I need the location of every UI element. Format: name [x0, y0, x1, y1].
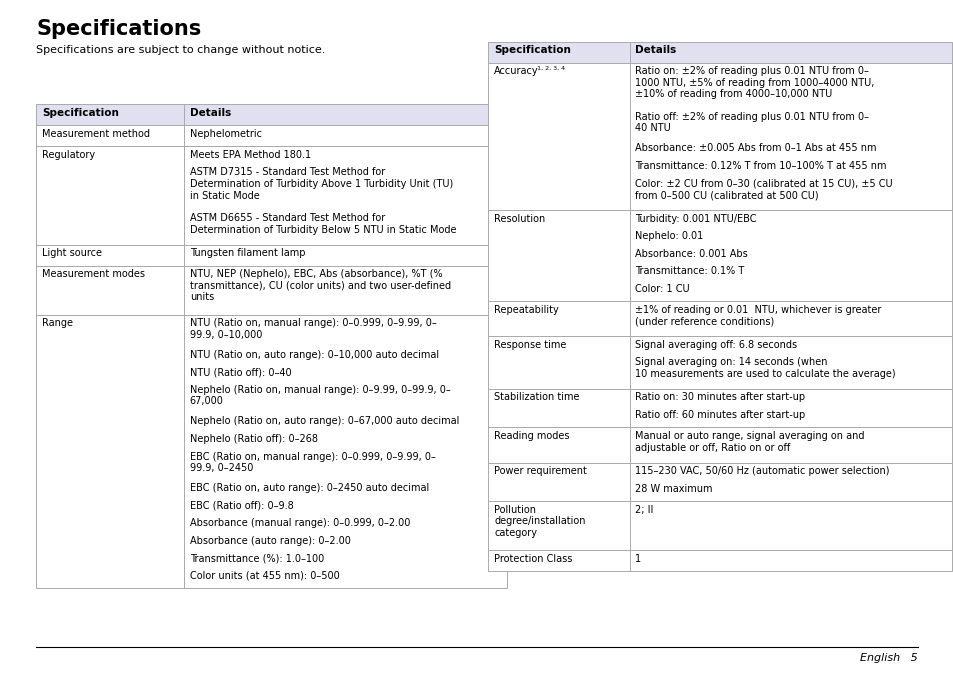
Text: 115–230 VAC, 50/60 Hz (automatic power selection): 115–230 VAC, 50/60 Hz (automatic power s…: [635, 466, 889, 476]
Text: Light source: Light source: [42, 248, 102, 258]
Text: Protection Class: Protection Class: [494, 554, 572, 564]
Text: Absorbance: 0.001 Abs: Absorbance: 0.001 Abs: [635, 248, 747, 258]
FancyBboxPatch shape: [36, 104, 506, 125]
Text: English   5: English 5: [859, 653, 917, 663]
Text: Nephelo (Ratio on, manual range): 0–9.99, 0–99.9, 0–
67,000: Nephelo (Ratio on, manual range): 0–9.99…: [190, 385, 450, 406]
Text: Regulatory: Regulatory: [42, 150, 95, 160]
Text: ASTM D7315 - Standard Test Method for
Determination of Turbidity Above 1 Turbidi: ASTM D7315 - Standard Test Method for De…: [190, 168, 453, 201]
FancyBboxPatch shape: [488, 501, 951, 551]
Text: Specification: Specification: [494, 45, 570, 55]
Text: Color: 1 CU: Color: 1 CU: [635, 284, 689, 293]
Text: 1: 1: [635, 554, 640, 564]
FancyBboxPatch shape: [36, 244, 506, 266]
Text: Specifications: Specifications: [36, 19, 201, 39]
Text: EBC (Ratio on, manual range): 0–0.999, 0–9.99, 0–
99.9, 0–2450: EBC (Ratio on, manual range): 0–0.999, 0…: [190, 452, 436, 473]
Text: Accuracy: Accuracy: [494, 66, 538, 76]
FancyBboxPatch shape: [36, 315, 506, 588]
Text: Absorbance (manual range): 0–0.999, 0–2.00: Absorbance (manual range): 0–0.999, 0–2.…: [190, 518, 410, 528]
Text: Ratio on: 30 minutes after start-up: Ratio on: 30 minutes after start-up: [635, 392, 804, 402]
Text: 28 W maximum: 28 W maximum: [635, 484, 712, 493]
FancyBboxPatch shape: [488, 336, 951, 389]
Text: Reading modes: Reading modes: [494, 431, 569, 441]
Text: Details: Details: [635, 45, 676, 55]
Text: NTU (Ratio off): 0–40: NTU (Ratio off): 0–40: [190, 367, 291, 378]
Text: Stabilization time: Stabilization time: [494, 392, 578, 402]
Text: Specification: Specification: [42, 108, 118, 118]
Text: Transmittance (%): 1.0–100: Transmittance (%): 1.0–100: [190, 553, 324, 563]
Text: ASTM D6655 - Standard Test Method for
Determination of Turbidity Below 5 NTU in : ASTM D6655 - Standard Test Method for De…: [190, 213, 456, 235]
Text: Nephelo: 0.01: Nephelo: 0.01: [635, 231, 702, 241]
Text: Signal averaging on: 14 seconds (when
10 measurements are used to calculate the : Signal averaging on: 14 seconds (when 10…: [635, 357, 895, 379]
Text: Range: Range: [42, 318, 72, 328]
Text: Signal averaging off: 6.8 seconds: Signal averaging off: 6.8 seconds: [635, 340, 797, 350]
Text: Details: Details: [190, 108, 231, 118]
Text: Specifications are subject to change without notice.: Specifications are subject to change wit…: [36, 45, 325, 55]
Text: Ratio off: 60 minutes after start-up: Ratio off: 60 minutes after start-up: [635, 410, 804, 420]
Text: Nephelometric: Nephelometric: [190, 129, 261, 139]
Text: Nephelo (Ratio off): 0–268: Nephelo (Ratio off): 0–268: [190, 434, 317, 444]
Text: Tungsten filament lamp: Tungsten filament lamp: [190, 248, 305, 258]
FancyBboxPatch shape: [488, 462, 951, 501]
Text: NTU (Ratio on, auto range): 0–10,000 auto decimal: NTU (Ratio on, auto range): 0–10,000 aut…: [190, 350, 438, 360]
FancyBboxPatch shape: [488, 427, 951, 462]
FancyBboxPatch shape: [488, 210, 951, 302]
Text: Measurement method: Measurement method: [42, 129, 150, 139]
Text: NTU, NEP (Nephelo), EBC, Abs (absorbance), %T (%
transmittance), CU (color units: NTU, NEP (Nephelo), EBC, Abs (absorbance…: [190, 269, 451, 302]
Text: Nephelo (Ratio on, auto range): 0–67,000 auto decimal: Nephelo (Ratio on, auto range): 0–67,000…: [190, 417, 458, 427]
FancyBboxPatch shape: [488, 551, 951, 571]
Text: Response time: Response time: [494, 340, 566, 350]
Text: NTU (Ratio on, manual range): 0–0.999, 0–9.99, 0–
99.9, 0–10,000: NTU (Ratio on, manual range): 0–0.999, 0…: [190, 318, 436, 340]
Text: Ratio on: ±2% of reading plus 0.01 NTU from 0–
1000 NTU, ±5% of reading from 100: Ratio on: ±2% of reading plus 0.01 NTU f…: [635, 66, 874, 100]
FancyBboxPatch shape: [36, 125, 506, 146]
Text: 2; II: 2; II: [635, 505, 653, 515]
FancyBboxPatch shape: [488, 389, 951, 427]
Text: EBC (Ratio on, auto range): 0–2450 auto decimal: EBC (Ratio on, auto range): 0–2450 auto …: [190, 483, 429, 493]
FancyBboxPatch shape: [488, 42, 951, 63]
Text: Absorbance (auto range): 0–2.00: Absorbance (auto range): 0–2.00: [190, 536, 350, 546]
FancyBboxPatch shape: [488, 302, 951, 336]
FancyBboxPatch shape: [36, 146, 506, 244]
Text: Pollution
degree/installation
category: Pollution degree/installation category: [494, 505, 585, 538]
Text: Measurement modes: Measurement modes: [42, 269, 145, 279]
Text: Turbidity: 0.001 NTU/EBC: Turbidity: 0.001 NTU/EBC: [635, 213, 756, 223]
Text: Power requirement: Power requirement: [494, 466, 586, 476]
Text: Ratio off: ±2% of reading plus 0.01 NTU from 0–
40 NTU: Ratio off: ±2% of reading plus 0.01 NTU …: [635, 112, 868, 133]
Text: Resolution: Resolution: [494, 213, 545, 223]
Text: Meets EPA Method 180.1: Meets EPA Method 180.1: [190, 150, 311, 160]
Text: EBC (Ratio off): 0–9.8: EBC (Ratio off): 0–9.8: [190, 501, 294, 511]
Text: ±1% of reading or 0.01  NTU, whichever is greater
(under reference conditions): ±1% of reading or 0.01 NTU, whichever is…: [635, 305, 881, 326]
Text: Color units (at 455 nm): 0–500: Color units (at 455 nm): 0–500: [190, 571, 339, 581]
Text: Transmittance: 0.12% T from 10–100% T at 455 nm: Transmittance: 0.12% T from 10–100% T at…: [635, 161, 885, 171]
Text: Color: ±2 CU from 0–30 (calibrated at 15 CU), ±5 CU
from 0–500 CU (calibrated at: Color: ±2 CU from 0–30 (calibrated at 15…: [635, 178, 892, 200]
Text: Transmittance: 0.1% T: Transmittance: 0.1% T: [635, 267, 743, 276]
Text: Absorbance: ±0.005 Abs from 0–1 Abs at 455 nm: Absorbance: ±0.005 Abs from 0–1 Abs at 4…: [635, 143, 876, 153]
FancyBboxPatch shape: [488, 63, 951, 210]
Text: Repeatability: Repeatability: [494, 305, 558, 315]
FancyBboxPatch shape: [36, 266, 506, 315]
Text: 1, 2, 3, 4: 1, 2, 3, 4: [537, 66, 564, 71]
Text: Manual or auto range, signal averaging on and
adjustable or off, Ratio on or off: Manual or auto range, signal averaging o…: [635, 431, 863, 452]
